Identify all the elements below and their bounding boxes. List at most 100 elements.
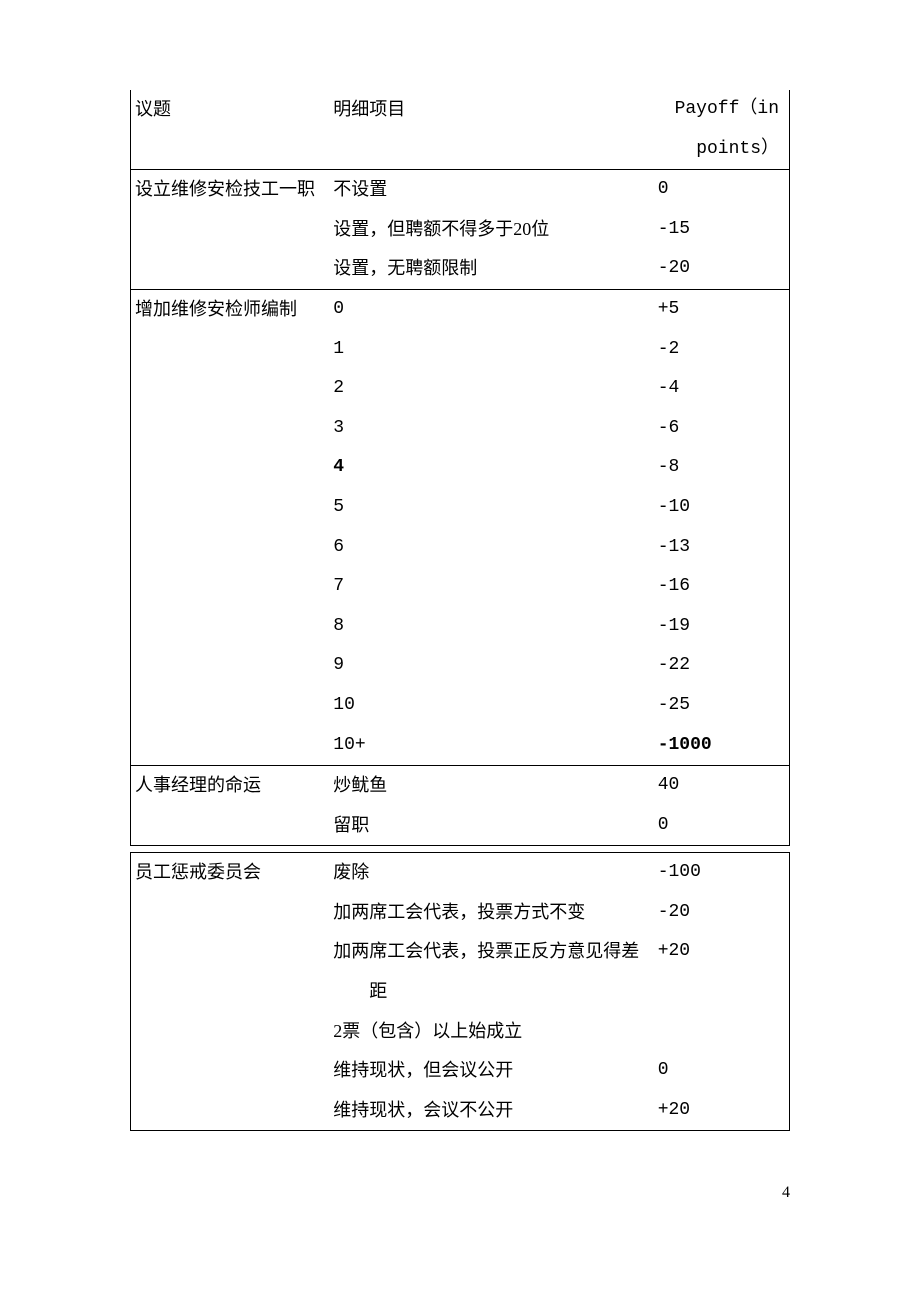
empty-cell bbox=[131, 726, 334, 766]
table-row: 维持现状，会议不公开 +20 bbox=[131, 1091, 790, 1131]
payoff-cell: -100 bbox=[658, 853, 790, 893]
table-row: 2票（包含）以上始成立 bbox=[131, 1012, 790, 1052]
empty-cell bbox=[131, 1051, 334, 1091]
empty-cell bbox=[131, 249, 334, 289]
payoff-cell: -22 bbox=[658, 646, 790, 686]
page-number: 4 bbox=[782, 1184, 790, 1202]
header-payoff-line1: Payoff（in bbox=[658, 90, 790, 130]
payoff-cell: 40 bbox=[658, 766, 790, 806]
table-row: 人事经理的命运 炒鱿鱼 40 bbox=[131, 766, 790, 806]
header-empty bbox=[131, 130, 334, 170]
empty-cell bbox=[131, 646, 334, 686]
table-row: 距 bbox=[131, 972, 790, 1012]
payoff-cell: 0 bbox=[658, 806, 790, 846]
payoff-cell: -6 bbox=[658, 409, 790, 449]
payoff-cell: -4 bbox=[658, 369, 790, 409]
table-row: 3 -6 bbox=[131, 409, 790, 449]
detail-cell: 维持现状，但会议公开 bbox=[333, 1051, 657, 1091]
detail-cell: 维持现状，会议不公开 bbox=[333, 1091, 657, 1131]
table-row: 10 -25 bbox=[131, 686, 790, 726]
table-header-row: 议题 明细项目 Payoff（in bbox=[131, 90, 790, 130]
detail-cell: 9 bbox=[333, 646, 657, 686]
header-detail: 明细项目 bbox=[333, 90, 657, 130]
topic-cell: 人事经理的命运 bbox=[131, 766, 334, 806]
empty-cell bbox=[131, 369, 334, 409]
payoff-table-main: 议题 明细项目 Payoff（in points） 设立维修安检技工一职 不设置… bbox=[130, 90, 790, 846]
empty-cell bbox=[131, 330, 334, 370]
header-empty bbox=[333, 130, 657, 170]
topic-cell: 增加维修安检师编制 bbox=[131, 289, 334, 329]
payoff-cell: -10 bbox=[658, 488, 790, 528]
header-topic: 议题 bbox=[131, 90, 334, 130]
payoff-cell: -25 bbox=[658, 686, 790, 726]
table-header-row2: points） bbox=[131, 130, 790, 170]
payoff-cell: 0 bbox=[658, 1051, 790, 1091]
detail-cell: 设置，无聘额限制 bbox=[333, 249, 657, 289]
empty-cell bbox=[131, 528, 334, 568]
table-row: 7 -16 bbox=[131, 567, 790, 607]
payoff-cell bbox=[658, 972, 790, 1012]
table-row: 维持现状，但会议公开 0 bbox=[131, 1051, 790, 1091]
detail-cell: 1 bbox=[333, 330, 657, 370]
table-row: 加两席工会代表，投票方式不变 -20 bbox=[131, 893, 790, 933]
empty-cell bbox=[131, 409, 334, 449]
detail-cell-indented: 距 bbox=[333, 972, 657, 1012]
table-row: 5 -10 bbox=[131, 488, 790, 528]
payoff-cell: -8 bbox=[658, 448, 790, 488]
payoff-cell: -15 bbox=[658, 210, 790, 250]
payoff-cell: -20 bbox=[658, 249, 790, 289]
payoff-cell: -2 bbox=[658, 330, 790, 370]
detail-cell: 留职 bbox=[333, 806, 657, 846]
payoff-cell: -20 bbox=[658, 893, 790, 933]
empty-cell bbox=[131, 567, 334, 607]
table-row: 1 -2 bbox=[131, 330, 790, 370]
payoff-table-secondary: 员工惩戒委员会 废除 -100 加两席工会代表，投票方式不变 -20 加两席工会… bbox=[130, 852, 790, 1131]
empty-cell bbox=[131, 972, 334, 1012]
detail-cell: 2票（包含）以上始成立 bbox=[333, 1012, 657, 1052]
table-row: 设立维修安检技工一职 不设置 0 bbox=[131, 170, 790, 210]
header-payoff-line2: points） bbox=[658, 130, 790, 170]
detail-cell: 5 bbox=[333, 488, 657, 528]
table-row: 留职 0 bbox=[131, 806, 790, 846]
topic-cell: 设立维修安检技工一职 bbox=[131, 170, 334, 210]
table-row: 9 -22 bbox=[131, 646, 790, 686]
payoff-cell: -1000 bbox=[658, 726, 790, 766]
payoff-cell: +20 bbox=[658, 1091, 790, 1131]
detail-cell: 10 bbox=[333, 686, 657, 726]
detail-cell: 不设置 bbox=[333, 170, 657, 210]
payoff-cell bbox=[658, 1012, 790, 1052]
payoff-cell: +20 bbox=[658, 932, 790, 972]
detail-cell: 3 bbox=[333, 409, 657, 449]
detail-cell: 0 bbox=[333, 289, 657, 329]
empty-cell bbox=[131, 448, 334, 488]
table-row: 设置，无聘额限制 -20 bbox=[131, 249, 790, 289]
payoff-cell: 0 bbox=[658, 170, 790, 210]
detail-cell: 7 bbox=[333, 567, 657, 607]
empty-cell bbox=[131, 686, 334, 726]
empty-cell bbox=[131, 932, 334, 972]
table-row: 加两席工会代表，投票正反方意见得差 +20 bbox=[131, 932, 790, 972]
payoff-cell: -16 bbox=[658, 567, 790, 607]
detail-cell: 加两席工会代表，投票正反方意见得差 bbox=[333, 932, 657, 972]
topic-cell: 员工惩戒委员会 bbox=[131, 853, 334, 893]
detail-cell: 废除 bbox=[333, 853, 657, 893]
detail-cell: 6 bbox=[333, 528, 657, 568]
empty-cell bbox=[131, 1012, 334, 1052]
detail-cell: 10+ bbox=[333, 726, 657, 766]
table-row: 4 -8 bbox=[131, 448, 790, 488]
payoff-cell: -13 bbox=[658, 528, 790, 568]
table-row: 10+ -1000 bbox=[131, 726, 790, 766]
empty-cell bbox=[131, 1091, 334, 1131]
empty-cell bbox=[131, 488, 334, 528]
payoff-cell: +5 bbox=[658, 289, 790, 329]
table-row: 设置，但聘额不得多于20位 -15 bbox=[131, 210, 790, 250]
detail-cell: 加两席工会代表，投票方式不变 bbox=[333, 893, 657, 933]
empty-cell bbox=[131, 607, 334, 647]
empty-cell bbox=[131, 806, 334, 846]
table-row: 8 -19 bbox=[131, 607, 790, 647]
table-row: 6 -13 bbox=[131, 528, 790, 568]
table-row: 增加维修安检师编制 0 +5 bbox=[131, 289, 790, 329]
empty-cell bbox=[131, 210, 334, 250]
payoff-cell: -19 bbox=[658, 607, 790, 647]
detail-cell: 设置，但聘额不得多于20位 bbox=[333, 210, 657, 250]
